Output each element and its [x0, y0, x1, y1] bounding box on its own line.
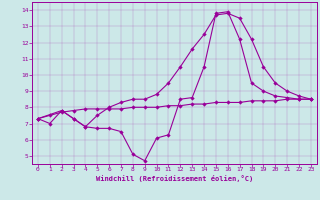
X-axis label: Windchill (Refroidissement éolien,°C): Windchill (Refroidissement éolien,°C) — [96, 175, 253, 182]
